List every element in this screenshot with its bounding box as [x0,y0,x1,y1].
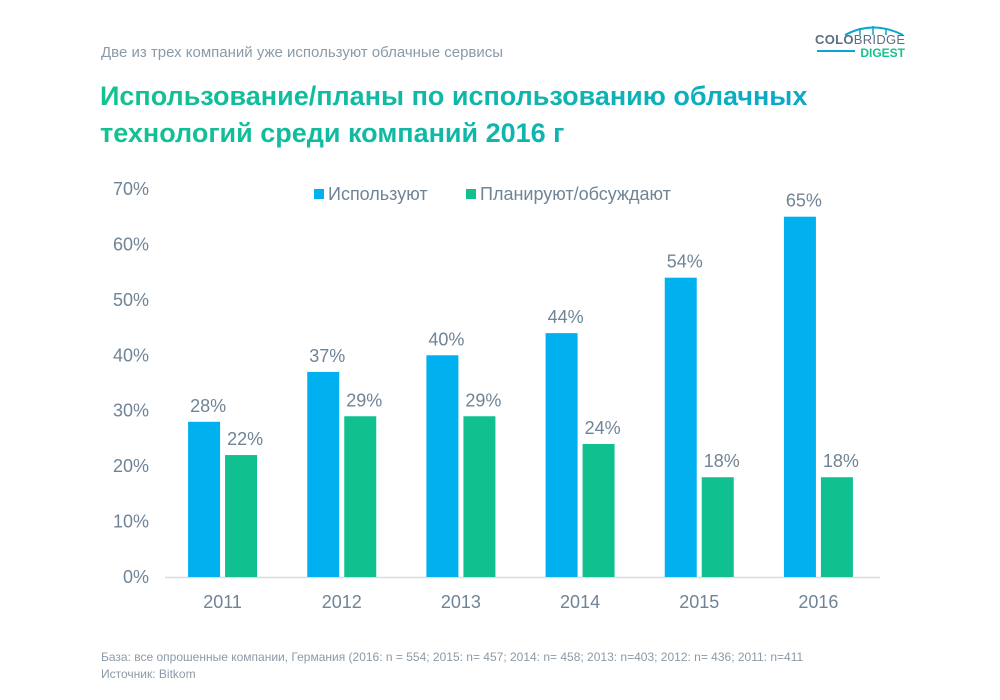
logo-underline [817,50,855,52]
logo-digest: DIGEST [860,46,905,60]
y-tick-label: 50% [113,290,149,310]
x-tick-label: 2012 [322,592,362,612]
bar-planning [225,455,258,577]
colobridge-logo: COLOBRIDGE DIGEST [815,22,905,64]
x-tick-label: 2014 [560,592,600,612]
y-tick-label: 0% [123,567,149,587]
data-label: 37% [309,346,345,366]
bar-using [188,421,221,577]
bar-planning [701,477,734,577]
y-tick-label: 40% [113,345,149,365]
legend-swatch [466,189,476,199]
footnote-base: База: все опрошенные компании, Германия … [101,650,804,664]
y-tick-label: 70% [113,179,149,199]
data-label: 65% [786,191,822,211]
logo-colo: COLO [815,32,854,47]
data-label: 44% [548,307,584,327]
chart-title: Использование/планы по использованию обл… [100,78,860,152]
y-tick-label: 60% [113,234,149,254]
x-tick-label: 2016 [798,592,838,612]
bar-using [307,371,340,577]
data-label: 18% [704,451,740,471]
y-tick-label: 10% [113,512,149,532]
x-tick-label: 2015 [679,592,719,612]
x-tick-label: 2013 [441,592,481,612]
bar-using [664,277,697,577]
data-label: 18% [823,451,859,471]
data-label: 22% [227,429,263,449]
bar-planning [463,416,496,577]
bar-planning [582,443,615,577]
bar-using [783,216,816,577]
data-label: 29% [465,390,501,410]
bar-planning [344,416,377,577]
bar-using [545,333,578,577]
bar-using [426,355,459,577]
legend-label: Используют [328,184,428,204]
data-label: 54% [667,252,703,272]
footnote-source: Источник: Bitkom [101,667,196,681]
data-label: 29% [346,390,382,410]
legend-swatch [314,189,324,199]
chart-subtitle: Две из трех компаний уже используют обла… [101,44,504,61]
y-tick-label: 30% [113,401,149,421]
bar-planning [820,477,853,577]
data-label: 28% [190,396,226,416]
legend-label: Планируют/обсуждают [480,184,671,204]
logo-bridge: BRIDGE [853,32,906,47]
data-label: 24% [585,418,621,438]
data-label: 40% [428,329,464,349]
x-tick-label: 2011 [203,592,242,612]
y-tick-label: 20% [113,456,149,476]
bridge-icon [844,26,904,36]
